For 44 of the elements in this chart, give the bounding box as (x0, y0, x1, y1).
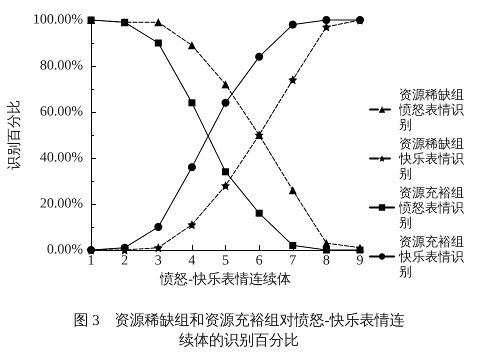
x-tick-label: 3 (154, 254, 162, 268)
point (154, 243, 163, 252)
y-axis-title: 识别百分比 (6, 100, 22, 170)
text: 图 3 资源稀缺组和资源充裕组对愤怒-快乐表情连续体的识别百分比 (73, 312, 405, 349)
point (255, 52, 264, 61)
legend-label: 资源充裕组愤怒表情识别 (398, 185, 464, 230)
x-tick-label: 6 (256, 254, 263, 268)
point (289, 242, 296, 249)
point (154, 40, 162, 46)
point (188, 163, 196, 172)
point (222, 98, 230, 107)
x-tick-label: 4 (188, 254, 196, 268)
point (356, 16, 364, 24)
y-tick-label: 60.00% (40, 104, 84, 120)
x-tick-label: 8 (322, 254, 330, 268)
point (288, 186, 297, 194)
x-tick-label: 1 (88, 254, 95, 268)
legend-label: 资源稀缺组愤怒表情识别 (398, 87, 464, 132)
x-tick-label: 7 (289, 254, 296, 268)
point (222, 168, 230, 176)
point (154, 18, 162, 26)
point (154, 223, 162, 231)
point (288, 20, 297, 29)
point (256, 210, 263, 217)
point (222, 80, 230, 88)
legend-label: 资源充裕组快乐表情识别 (398, 234, 464, 279)
y-tick-label: 80.00% (40, 58, 84, 74)
point (322, 16, 330, 24)
point (187, 220, 196, 230)
y-tick-label: 100.00% (32, 12, 84, 28)
y-tick-label: 0.00% (46, 242, 84, 258)
point (188, 41, 196, 50)
point (188, 99, 196, 106)
legend-label: 资源稀缺组快乐表情识别 (398, 136, 464, 181)
y-tick-label: 20.00% (40, 196, 84, 212)
x-tick-label: 2 (121, 254, 128, 268)
point (221, 181, 230, 190)
x-axis-title: 愤怒-快乐表情连续体 (159, 271, 291, 288)
point (87, 246, 96, 254)
x-tick-label: 5 (222, 254, 230, 268)
x-tick-label: 9 (356, 254, 364, 268)
y-tick-label: 40.00% (40, 150, 84, 166)
point (288, 75, 298, 84)
point (322, 246, 330, 254)
